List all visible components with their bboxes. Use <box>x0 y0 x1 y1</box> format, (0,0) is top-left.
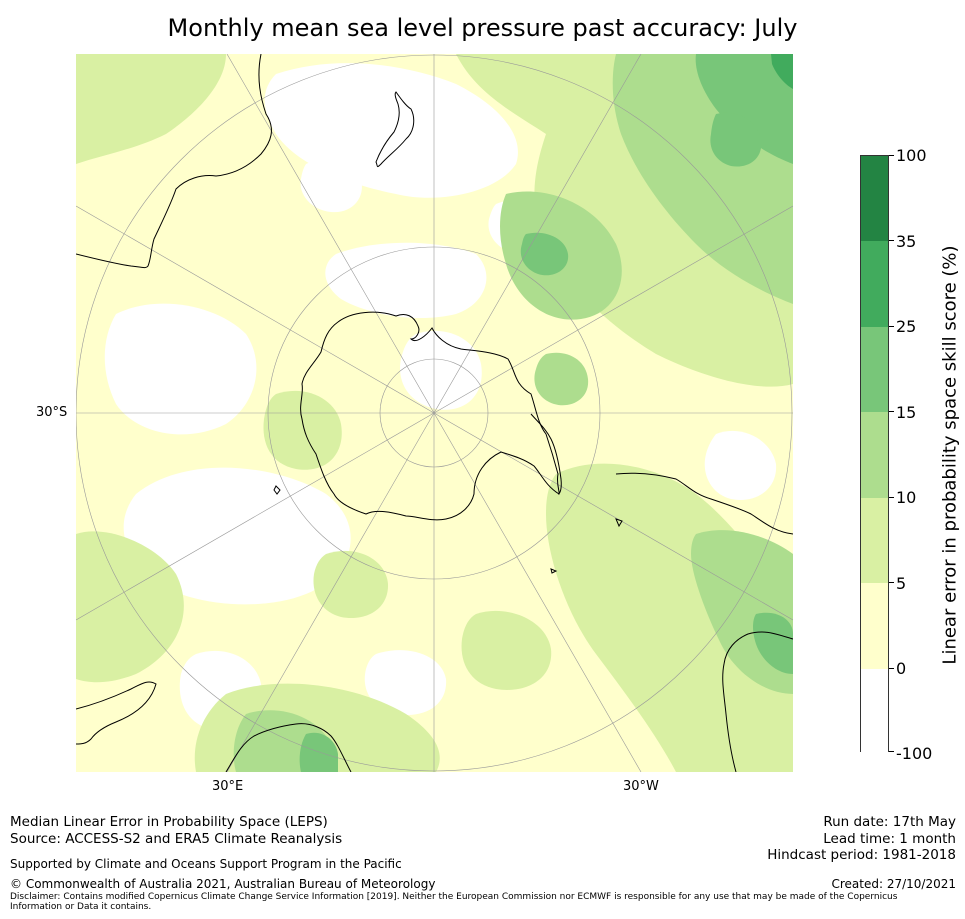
colorbar-tick: 10 <box>896 488 917 507</box>
polar-map <box>76 54 793 772</box>
africa-coast <box>76 681 157 745</box>
map-title: Monthly mean sea level pressure past acc… <box>167 14 798 42</box>
footer-copyright: © Commonwealth of Australia 2021, Austra… <box>10 877 436 891</box>
colorbar-bin-10-15 <box>861 412 888 498</box>
colorbar-bin-25-35 <box>861 241 888 327</box>
lon-label-30e: 30°E <box>212 779 244 794</box>
footer-method: Median Linear Error in Probability Space… <box>10 814 328 830</box>
colorbar-tick: 35 <box>896 232 917 251</box>
colorbar-bin-neg100-0 <box>861 669 888 753</box>
colorbar-label: Linear error in probability space skill … <box>939 245 961 665</box>
south-america-coast <box>615 472 793 535</box>
map-canvas <box>76 54 793 772</box>
australia-coast <box>76 54 272 269</box>
colorbar-tick: 25 <box>896 317 917 336</box>
antarctic-peninsula-coast <box>530 413 562 495</box>
footer-disclaimer: Disclaimer: Contains modified Copernicus… <box>10 892 898 912</box>
antarctica-coast <box>300 311 560 521</box>
lon-label-30w: 30°W <box>623 779 659 794</box>
africa-coast-2 <box>225 723 352 772</box>
colorbar-bin-35-100 <box>861 156 888 241</box>
footer-source: Source: ACCESS-S2 and ERA5 Climate Reana… <box>10 831 343 847</box>
colorbar-bin-15-25 <box>861 327 888 412</box>
skill-25-35-regions <box>771 54 793 89</box>
colorbar-tick: -100 <box>896 744 933 763</box>
skill-15-25-regions <box>299 54 793 772</box>
south-america-east-coast <box>722 631 793 772</box>
graticule <box>76 54 793 772</box>
coastlines <box>76 54 793 772</box>
colorbar-tick: 100 <box>896 146 927 165</box>
colorbar-bin-5-10 <box>861 498 888 583</box>
footer-created: Created: 27/10/2021 <box>831 877 956 891</box>
lat-label-30s: 30°S <box>36 405 68 420</box>
footer-lead-time: Lead time: 1 month <box>823 831 956 847</box>
footer-hindcast: Hindcast period: 1981-2018 <box>767 847 956 863</box>
colorbar-tick: 15 <box>896 403 917 422</box>
colorbar <box>860 155 889 753</box>
new-zealand-coast <box>375 91 415 168</box>
colorbar-bin-0-5 <box>861 583 888 669</box>
colorbar-tick: 5 <box>896 574 907 593</box>
footer-support: Supported by Climate and Oceans Support … <box>10 857 402 871</box>
colorbar-tick: 0 <box>896 659 907 678</box>
footer-run-date: Run date: 17th May <box>823 814 956 830</box>
